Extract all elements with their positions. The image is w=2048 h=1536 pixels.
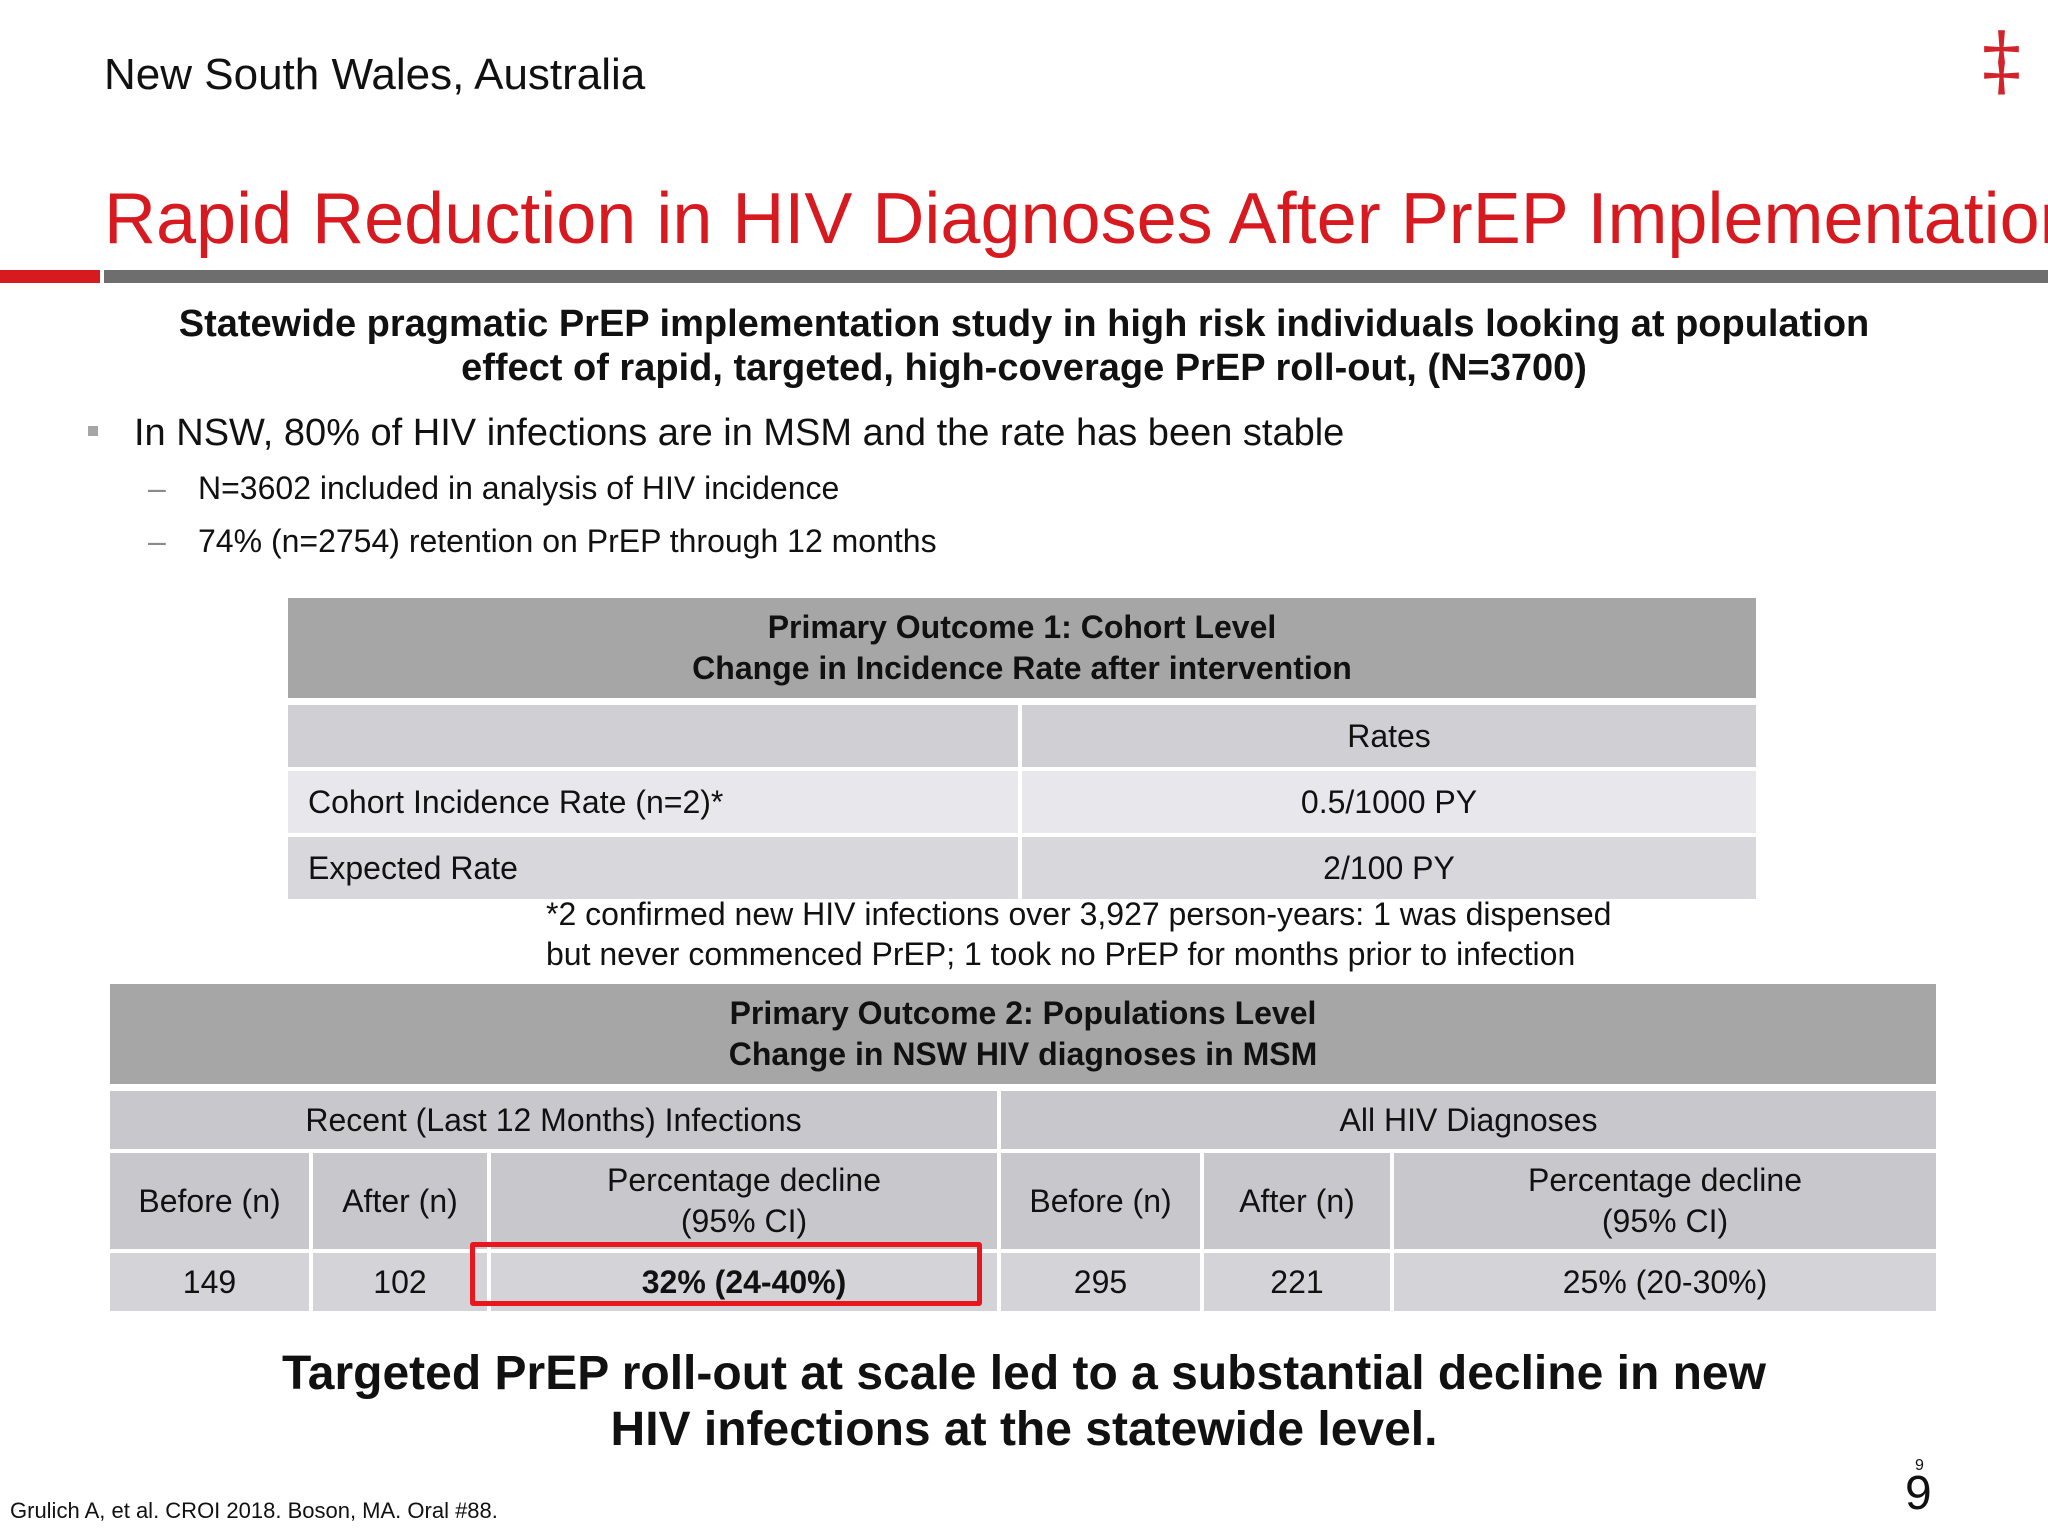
region-2: ‡ [1982,22,2021,100]
decline-header-line-1: Percentage decline [607,1162,881,1198]
table-row: Cohort Incidence Rate (n=2)* 0.5/1000 PY [288,771,1756,837]
table-row: Recent (Last 12 Months) Infections All H… [110,1091,1936,1153]
conclusion-line-1: Targeted PrEP roll-out at scale led to a… [282,1347,1766,1400]
region-8: –74% (n=2754) retention on PrEP through … [148,523,937,560]
table-spacer [288,698,1756,705]
population-outcome-table: Primary Outcome 2: Populations Level Cha… [110,984,1936,1311]
table-row: Expected Rate 2/100 PY [288,837,1756,903]
recent-infections-group-header: Recent (Last 12 Months) Infections [110,1091,1001,1153]
title-divider-rule [104,270,2048,283]
sub-bullet-dash: – [148,470,166,506]
region-11: Primary Outcome 2: Populations Level Cha… [110,984,1936,1311]
table-row: Before (n) After (n) Percentage decline … [110,1153,1936,1253]
region-3: Rapid Reduction in HIV Diagnoses After P… [104,178,2048,260]
cohort-table-header: Primary Outcome 1: Cohort Level Change i… [288,598,1756,698]
table-spacer [110,1084,1936,1091]
region-12 [470,1242,982,1306]
conclusion-line-2: HIV infections at the statewide level. [610,1403,1438,1456]
recent-decline-header: Percentage decline (95% CI) [491,1153,1001,1253]
slide-title: Rapid Reduction in HIV Diagnoses After P… [104,179,2048,259]
row-value: 0.5/1000 PY [1022,771,1756,837]
decline-header-line-2: (95% CI) [1601,1203,1729,1239]
region-14: Grulich A, et al. CROI 2018. Boson, MA. … [10,1498,498,1524]
population-header-line-1: Primary Outcome 2: Populations Level [729,995,1317,1031]
all-before-header: Before (n) [1001,1153,1204,1253]
all-decline-header: Percentage decline (95% CI) [1394,1153,1936,1253]
footnote-line-2: but never commenced PrEP; 1 took no PrEP… [546,936,1576,972]
decline-header-line-1: Percentage decline [1528,1162,1802,1198]
all-after-header: After (n) [1204,1153,1394,1253]
all-after-value: 221 [1204,1253,1394,1311]
row-label: Expected Rate [288,837,1022,903]
cohort-header-line-1: Primary Outcome 1: Cohort Level [767,609,1277,645]
region-4 [0,270,2048,283]
bullet-square-icon [88,425,98,436]
citation-text: Grulich A, et al. CROI 2018. Boson, MA. … [10,1498,498,1523]
row-label: Cohort Incidence Rate (n=2)* [288,771,1022,837]
sub-bullet-text: N=3602 included in analysis of HIV incid… [198,470,840,506]
rates-column-header: Rates [1022,705,1756,771]
region-5: Statewide pragmatic PrEP implementation … [0,302,2048,390]
region-9: Primary Outcome 1: Cohort Level Change i… [288,598,1756,903]
region-7: – N=3602 included in analysis of HIV inci… [148,470,839,507]
region-1-location: New South Wales, Australia [104,50,646,99]
table-row: 149 102 32% (24-40%) 295 221 25% (20-30%… [110,1253,1936,1311]
footnote-line-1: *2 confirmed new HIV infections over 3,9… [546,896,1612,932]
sub-bullet-text: 74% (n=2754) retention on PrEP through 1… [198,523,937,559]
decline-header-line-2: (95% CI) [680,1203,808,1239]
double-dagger-icon: ‡ [1982,16,2021,106]
tiny-page-number: 9 [1915,1457,1924,1474]
bullet-text: In NSW, 80% of HIV infections are in MSM… [134,412,1345,454]
region-15: 9 9 [1905,1458,1932,1520]
recent-before-header: Before (n) [110,1153,313,1253]
cohort-outcome-table: Primary Outcome 1: Cohort Level Change i… [288,598,1756,903]
region-10: *2 confirmed new HIV infections over 3,9… [546,894,1611,974]
row-value: 2/100 PY [1022,837,1756,903]
all-decline-value: 25% (20-30%) [1394,1253,1936,1311]
population-header-line-2: Change in NSW HIV diagnoses in MSM [728,1036,1318,1072]
all-before-value: 295 [1001,1253,1204,1311]
study-summary-line-1: Statewide pragmatic PrEP implementation … [178,303,1870,345]
sub-bullet-dash: – [148,523,166,559]
all-diagnoses-group-header: All HIV Diagnoses [1001,1091,1936,1153]
page-number: 9 [1905,1467,1932,1520]
empty-header-cell [288,705,1022,771]
recent-before-value: 149 [110,1253,313,1311]
recent-after-value: 102 [313,1253,491,1311]
title-accent-bar [0,270,100,283]
cohort-header-line-2: Change in Incidence Rate after intervent… [692,650,1352,686]
population-table-header: Primary Outcome 2: Populations Level Cha… [110,984,1936,1084]
table-row: Rates [288,705,1756,771]
region-13: Targeted PrEP roll-out at scale led to a… [0,1346,2048,1458]
recent-after-header: After (n) [313,1153,491,1253]
region-6: In NSW, 80% of HIV infections are in MSM… [88,412,1344,455]
study-summary-line-2: effect of rapid, targeted, high-coverage… [461,347,1587,389]
region-1: New South Wales, Australia [104,50,645,100]
